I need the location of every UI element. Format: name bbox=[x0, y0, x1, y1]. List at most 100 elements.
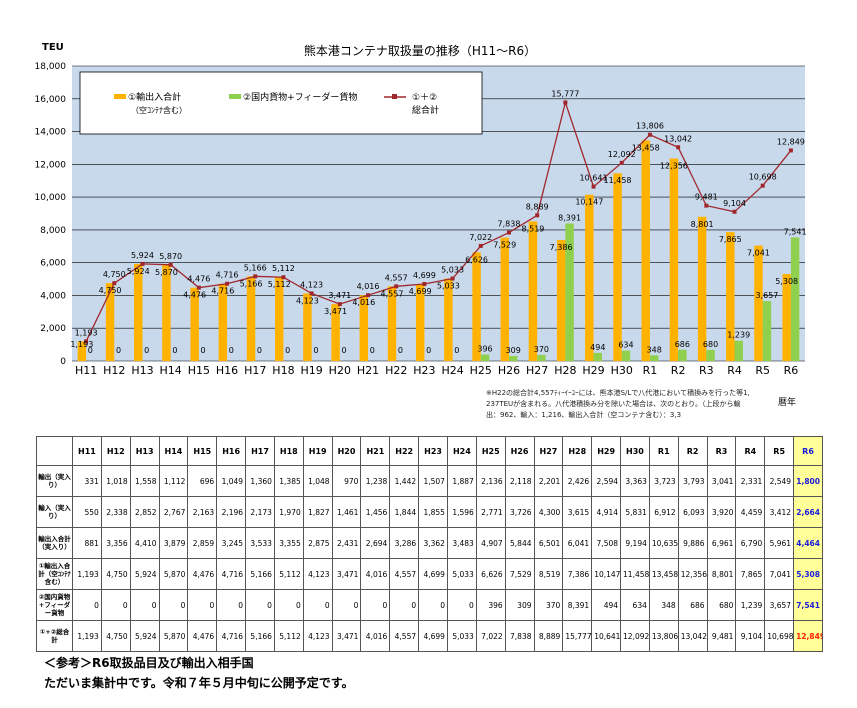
bar-label-domestic: 0 bbox=[398, 346, 403, 355]
table-cell: 1,385 bbox=[273, 465, 304, 497]
bar-domestic bbox=[649, 355, 659, 361]
table-header-cell: H14 bbox=[158, 436, 189, 466]
total-point bbox=[196, 285, 201, 290]
legend-sublabel-total: 総合計 bbox=[412, 104, 439, 116]
bar-export-import bbox=[331, 304, 340, 361]
table-cell: 2,852 bbox=[129, 496, 160, 528]
bar-label-export-import: 5,166 bbox=[240, 279, 263, 288]
table-cell: 8,391 bbox=[562, 589, 593, 621]
bar-export-import bbox=[218, 283, 228, 361]
table-cell: 7,386 bbox=[562, 558, 593, 590]
bar-export-import bbox=[556, 239, 566, 361]
bar-label-domestic: 3,657 bbox=[755, 291, 778, 300]
bar-label-domestic: 0 bbox=[342, 346, 347, 355]
total-point bbox=[760, 183, 765, 188]
table-cell: 6,501 bbox=[533, 527, 564, 559]
bar-label-export-import: 11,458 bbox=[604, 176, 632, 185]
table-cell: 5,033 bbox=[446, 620, 477, 652]
y-axis-ticks: 0 2,000 4,000 6,000 8,000 10,000 12,000 14,000 1… bbox=[35, 62, 67, 367]
total-point bbox=[732, 209, 737, 214]
bar-export-import bbox=[162, 264, 171, 361]
table-cell: 1,800 bbox=[793, 465, 823, 497]
table-cell: 6,093 bbox=[677, 496, 708, 528]
table-cell: 881 bbox=[72, 527, 102, 559]
table-header-cell: H24 bbox=[446, 436, 477, 466]
bar-export-import bbox=[613, 173, 622, 361]
table-cell: 0 bbox=[331, 589, 362, 621]
table-cell: 4,016 bbox=[360, 620, 391, 652]
table-row-label: 輸出（実入り） bbox=[36, 465, 73, 497]
bar-label-domestic: 0 bbox=[454, 346, 459, 355]
table-cell: 3,356 bbox=[100, 527, 131, 559]
table-cell: 1,844 bbox=[389, 496, 420, 528]
total-label: 8,889 bbox=[526, 202, 549, 211]
y-tick-label: 4,000 bbox=[40, 291, 66, 301]
bar-export-import bbox=[105, 283, 115, 361]
total-label: 12,849 bbox=[777, 137, 805, 146]
legend-marker-total bbox=[392, 94, 397, 99]
table-cell: 4,557 bbox=[389, 620, 420, 652]
chart-title: 熊本港コンテナ取扱量の推移（H11～R6） bbox=[304, 43, 536, 58]
y-tick-label: 18,000 bbox=[35, 62, 67, 72]
bar-label-domestic: 309 bbox=[506, 346, 521, 355]
table-header-cell: H30 bbox=[620, 436, 650, 466]
bar-domestic bbox=[537, 354, 546, 361]
x-tick-label: H24 bbox=[441, 364, 463, 377]
table-cell: 348 bbox=[648, 589, 679, 621]
x-tick-label: H11 bbox=[75, 364, 97, 377]
table-cell: 5,308 bbox=[793, 558, 823, 590]
x-tick-label: H16 bbox=[216, 364, 238, 377]
total-label: 4,699 bbox=[413, 271, 436, 280]
bar-label-domestic: 0 bbox=[172, 346, 177, 355]
bar-label-export-import: 4,016 bbox=[352, 298, 375, 307]
y-tick-label: 16,000 bbox=[35, 95, 67, 105]
table-cell: 331 bbox=[72, 465, 102, 497]
bar-label-domestic: 0 bbox=[144, 346, 149, 355]
table-cell: 3,412 bbox=[764, 496, 795, 528]
x-tick-label: H27 bbox=[526, 364, 548, 377]
bar-export-import bbox=[697, 216, 707, 361]
bar-label-domestic: 0 bbox=[201, 346, 206, 355]
table-cell: 8,519 bbox=[533, 558, 564, 590]
x-tick-label: R5 bbox=[755, 364, 770, 377]
x-tick-label: R6 bbox=[784, 364, 799, 377]
table-row: ①輸出入合計（空ｺﾝﾃﾅ含む） 1,193 4,750 5,924 5,870 4,476… bbox=[36, 558, 823, 590]
total-point bbox=[281, 275, 286, 280]
bar-label-domestic: 0 bbox=[313, 346, 318, 355]
table-cell: 1,049 bbox=[216, 465, 247, 497]
table-cell: 0 bbox=[418, 589, 448, 621]
bar-export-import bbox=[134, 263, 143, 361]
table-cell: 2,431 bbox=[331, 527, 362, 559]
table-cell: 4,716 bbox=[216, 558, 247, 590]
bar-label-domestic: 396 bbox=[477, 345, 492, 354]
table-row: ①+②総合計 1,193 4,750 5,924 5,870 4,476 4,716 5,16… bbox=[36, 620, 823, 652]
table-cell: 3,362 bbox=[418, 527, 448, 559]
total-point bbox=[140, 261, 145, 266]
table-cell: 1,596 bbox=[446, 496, 477, 528]
table-cell: 4,716 bbox=[216, 620, 247, 652]
table-row-label: 輸入（実入り） bbox=[36, 496, 73, 528]
total-point bbox=[253, 274, 258, 279]
bar-label-export-import: 4,557 bbox=[381, 289, 404, 298]
total-label: 5,166 bbox=[244, 263, 267, 272]
total-label: 4,016 bbox=[357, 282, 380, 291]
bar-domestic bbox=[706, 349, 715, 361]
bar-export-import bbox=[754, 245, 763, 361]
container-volume-chart: 0 2,000 4,000 6,000 8,000 10,000 12,000 14,000 1… bbox=[35, 42, 807, 408]
total-polyline bbox=[85, 100, 792, 342]
total-point bbox=[704, 203, 709, 208]
bar-domestic bbox=[480, 354, 490, 361]
table-cell: 6,961 bbox=[706, 527, 737, 559]
table-cell: 2,163 bbox=[187, 496, 218, 528]
table-cell: 4,914 bbox=[591, 496, 622, 528]
total-label: 15,777 bbox=[551, 89, 579, 98]
table-cell: 13,458 bbox=[648, 558, 679, 590]
table-cell: 680 bbox=[706, 589, 737, 621]
bar-export-import bbox=[782, 274, 791, 361]
table-cell: 1,238 bbox=[360, 465, 391, 497]
total-label: 13,042 bbox=[664, 134, 692, 143]
table-header-cell: H12 bbox=[100, 436, 131, 466]
table-cell: 5,033 bbox=[446, 558, 477, 590]
table-cell: 0 bbox=[100, 589, 131, 621]
total-point bbox=[591, 184, 596, 189]
